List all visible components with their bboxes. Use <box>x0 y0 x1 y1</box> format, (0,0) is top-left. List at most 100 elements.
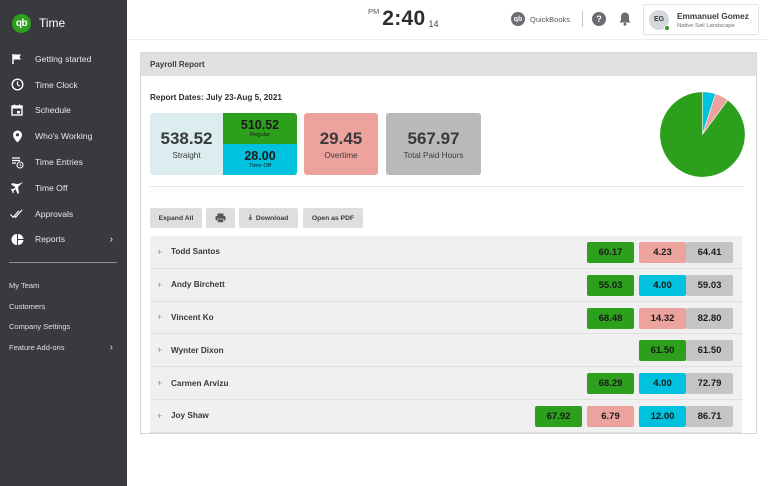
main-content: Payroll Report Report Dates: July 23-Aug… <box>127 41 768 486</box>
download-icon: ⤓ <box>248 214 252 221</box>
total-paid-card: 567.97 Total Paid Hours <box>386 113 481 175</box>
secondary-nav: My Team Customers Company Settings Featu… <box>0 275 127 357</box>
user-company: Native Soil Landscape <box>677 22 735 29</box>
calendar-icon <box>10 103 24 117</box>
sidebar-item-label: Reports <box>35 234 66 245</box>
time-off-hours-pill: 4.00 <box>639 274 686 296</box>
quickbooks-label: QuickBooks <box>530 14 571 24</box>
clock-ampm: PM <box>368 7 380 16</box>
sidebar-item-label: Customers <box>9 301 46 311</box>
sidebar-item-getting-started[interactable]: Getting started <box>0 46 127 72</box>
regular-hours-pill: 61.50 <box>639 340 686 362</box>
straight-card: 538.52 Straight 510.52 Regular 28.00 Tim… <box>150 113 297 175</box>
clock-time: 2:40 <box>382 7 426 30</box>
sidebar-item-approvals[interactable]: Approvals <box>0 201 127 227</box>
sidebar-item-label: Feature Add-ons <box>9 342 65 352</box>
sidebar-item-label: Schedule <box>35 105 71 116</box>
pie-slice-regular <box>659 91 746 178</box>
employee-name: Todd Santos <box>171 247 220 257</box>
sidebar-item-company-settings[interactable]: Company Settings <box>0 316 127 337</box>
sidebar-item-label: Time Off <box>35 182 68 193</box>
hour-pills: 68.48 14.32 82.80 <box>584 307 733 329</box>
sidebar-item-my-team[interactable]: My Team <box>0 275 127 296</box>
location-pin-icon <box>10 129 24 143</box>
sidebar-item-time-clock[interactable]: Time Clock <box>0 72 127 98</box>
employee-row[interactable]: + Todd Santos 60.17 4.23 64.41 <box>150 236 742 269</box>
regular-hours-pill: 68.29 <box>587 373 634 395</box>
quickbooks-link[interactable]: qb QuickBooks <box>511 12 570 26</box>
total-value: 567.97 <box>407 128 460 148</box>
quickbooks-icon: qb <box>511 12 525 26</box>
sidebar-item-label: Approvals <box>35 208 74 219</box>
panel-title: Payroll Report <box>141 53 756 76</box>
time-off-hours-pill: 12.00 <box>639 405 686 427</box>
employee-list: + Todd Santos 60.17 4.23 64.41 + Andy Birchett… <box>150 236 742 433</box>
help-icon[interactable]: ? <box>592 12 606 26</box>
employee-row[interactable]: + Joy Shaw 67.92 6.79 12.00 86.71 <box>150 399 742 433</box>
user-menu[interactable]: EG Emmanuel Gomez Native Soil Landscape <box>643 4 759 35</box>
flag-icon <box>10 52 24 66</box>
open-as-pdf-button[interactable]: Open as PDF <box>303 208 363 228</box>
regular-label: Regular <box>249 132 271 138</box>
quickbooks-logo-icon: qb <box>12 13 31 33</box>
clock-seconds: 14 <box>428 19 439 29</box>
expand-plus-icon[interactable]: + <box>157 279 163 290</box>
employee-name: Wynter Dixon <box>171 345 224 355</box>
total-label: Total Paid Hours <box>403 150 464 160</box>
sidebar-item-feature-add-ons[interactable]: Feature Add-ons › <box>0 337 127 358</box>
employee-row[interactable]: + Wynter Dixon 61.50 61.50 <box>150 334 742 368</box>
total-hours-pill: 72.79 <box>686 373 733 395</box>
sidebar-item-label: Time Entries <box>35 157 83 168</box>
avatar: EG <box>649 9 670 31</box>
main-nav: Getting started Time Clock Schedule Who'… <box>0 46 127 252</box>
straight-label: Straight <box>172 150 201 160</box>
regular-hours-pill: 68.48 <box>587 307 634 329</box>
employee-row[interactable]: + Andy Birchett 55.03 4.00 59.03 <box>150 268 742 302</box>
employee-row[interactable]: + Carmen Arvizu 68.29 4.00 72.79 <box>150 367 742 400</box>
sidebar-item-time-entries[interactable]: Time Entries <box>0 149 127 175</box>
regular-value: 510.52 <box>240 118 280 132</box>
sidebar-item-label: My Team <box>9 281 40 291</box>
hour-pills: 68.29 4.00 72.79 <box>584 373 733 395</box>
time-off-hours-pill: 4.00 <box>639 373 686 395</box>
expand-plus-icon[interactable]: + <box>157 312 163 323</box>
chevron-right-icon: › <box>109 341 113 353</box>
user-info: Emmanuel Gomez Native Soil Landscape <box>677 11 749 29</box>
hour-pills: 55.03 4.00 59.03 <box>584 274 733 296</box>
header-divider <box>582 11 583 27</box>
expand-plus-icon[interactable]: + <box>157 410 163 421</box>
download-button[interactable]: ⤓ Download <box>239 208 298 228</box>
sidebar-item-reports[interactable]: Reports › <box>0 227 127 253</box>
expand-plus-icon[interactable]: + <box>157 378 163 389</box>
expand-plus-icon[interactable]: + <box>157 246 163 257</box>
sidebar-item-schedule[interactable]: Schedule <box>0 98 127 124</box>
hours-pie-chart <box>659 91 746 178</box>
chevron-right-icon: › <box>109 233 113 245</box>
bell-icon[interactable] <box>618 11 632 27</box>
expand-all-button[interactable]: Expand All <box>150 208 202 228</box>
straight-total: 538.52 Straight <box>150 113 223 175</box>
sidebar-item-label: Getting started <box>35 53 92 64</box>
hour-pills: 67.92 6.79 12.00 86.71 <box>532 405 733 427</box>
brand[interactable]: qb Time <box>0 0 127 46</box>
payroll-report-panel: Payroll Report Report Dates: July 23-Aug… <box>140 52 757 434</box>
time-off-value: 28.00 <box>244 149 276 163</box>
total-hours-pill: 86.71 <box>686 405 733 427</box>
sidebar-item-label: Who's Working <box>35 131 93 142</box>
overtime-card: 29.45 Overtime <box>304 113 378 175</box>
straight-breakdown: 510.52 Regular 28.00 Time Off <box>223 113 297 175</box>
expand-plus-icon[interactable]: + <box>157 345 163 356</box>
sidebar-item-label: Company Settings <box>9 322 71 332</box>
sidebar-item-customers[interactable]: Customers <box>0 296 127 317</box>
overtime-value: 29.45 <box>319 128 363 148</box>
employee-row[interactable]: + Vincent Ko 68.48 14.32 82.80 <box>150 301 742 335</box>
sidebar-item-time-off[interactable]: Time Off <box>0 175 127 201</box>
pie-chart-icon <box>10 232 24 246</box>
regular-hours-pill: 67.92 <box>535 405 582 427</box>
regular-hours-pill: 60.17 <box>587 242 634 263</box>
print-button[interactable] <box>206 208 235 228</box>
sidebar-item-whos-working[interactable]: Who's Working <box>0 123 127 149</box>
total-hours-pill: 59.03 <box>686 274 733 296</box>
top-header: PM 2:40 14 qb QuickBooks ? EG Emmanuel G… <box>127 0 768 40</box>
summary-cards: 538.52 Straight 510.52 Regular 28.00 Tim… <box>150 113 481 175</box>
